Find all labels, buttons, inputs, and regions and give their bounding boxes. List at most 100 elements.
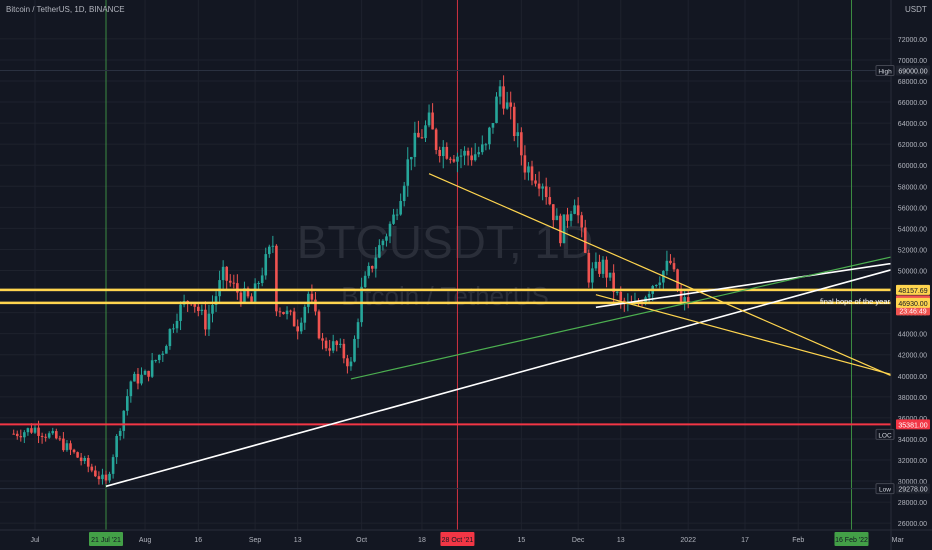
candle-body [520,132,523,156]
candle-body [157,354,161,361]
candle-body [583,227,587,253]
candle-body [225,266,228,281]
price-tick-label: 72000.00 [898,37,927,44]
candle-body [268,246,271,255]
candle-body [23,432,26,438]
time-tick-label: 17 [741,537,749,544]
candle-body [441,146,445,157]
candle-body [168,329,172,347]
candle-body [420,137,424,139]
candle-body [356,322,360,339]
candle-body [523,155,527,173]
candle-body [672,263,676,270]
candle-body [175,320,179,329]
trendline [428,173,916,387]
low-price-tag-bg [896,483,930,494]
candle-body [55,431,58,439]
candle-body [552,204,555,221]
candle-body [530,166,534,181]
candle-body [200,309,204,312]
candle-body [179,304,182,321]
candle-body [669,260,672,264]
date-marker-label: 21 Jul '21 [91,537,121,544]
candle-body [502,86,505,109]
candle-body [346,358,349,367]
price-tick-label: 60000.00 [898,163,927,170]
candle-body [94,470,97,477]
candle-body [133,373,136,382]
candle-body [172,328,175,330]
date-marker-label: 16 Feb '22 [835,537,868,544]
candle-body [541,186,544,189]
date-marker-tag [834,532,869,546]
candle-body [686,297,690,303]
candle-body [154,360,157,362]
candle-body [388,223,392,237]
candle-body [473,154,477,161]
date-marker-tag [89,532,123,546]
candle-body [299,322,303,332]
candle-body [30,428,33,433]
loc-price-tag: 35381.00 [898,422,927,429]
candle-body [378,245,381,258]
candle-body [122,410,126,431]
price-tick-label: 66000.00 [898,100,927,107]
candle-body [278,311,282,313]
candle-body [271,245,275,247]
candle-body [204,309,207,330]
candle-body [548,197,552,205]
candle-body [37,427,40,436]
candle-body [118,430,122,436]
price-tick-label: 68000.00 [898,79,927,86]
candle-body [239,292,243,303]
price-tick-label: 32000.00 [898,458,927,465]
candle-body [108,473,111,481]
candle-body [86,457,90,467]
candle-body [665,260,669,271]
candle-body [232,282,236,284]
candle-body [605,259,608,278]
price-tick-label: 38000.00 [898,395,927,402]
candle-body [459,155,463,157]
price-tick-label: 34000.00 [898,437,927,444]
candle-body [214,296,218,305]
trendline [595,259,916,309]
time-tick-label: Aug [139,537,152,544]
time-tick-label: 16 [194,537,202,544]
time-tick-label: Sep [249,537,262,544]
price-tick-label: 28000.00 [898,500,927,507]
watermark-name: Bitcoin / TetherUS [341,281,549,311]
candle-body [296,326,299,332]
candle-body [236,283,239,293]
candle-body [385,236,388,241]
candle-body [598,261,601,274]
candle-body [193,304,197,307]
countdown-tag-bg [896,305,930,316]
candle-body [555,215,559,221]
low-price-tag: 29278.00 [898,487,927,494]
price-tick-label: 30000.00 [898,479,927,486]
resistance-price-tag-bg [896,284,930,295]
watermark-symbol: BTCUSDT, 1D [297,216,593,268]
candle-body [491,122,495,128]
candle-body [51,431,55,434]
trendline [350,250,916,380]
time-tick-label: 18 [418,537,426,544]
candle-body [392,214,395,224]
price-axis-bg [891,0,932,530]
candle-body [601,259,605,274]
candle-body [111,457,115,474]
candle-body [353,338,356,362]
candle-body [410,156,413,160]
chart-title: Bitcoin / TetherUS, 1D, BINANCE [6,5,125,14]
candle-body [481,144,484,153]
candle-body [221,266,225,281]
price-tick-label: 70000.00 [898,58,927,65]
candle-body [679,290,683,302]
time-axis[interactable]: Jul Aug 16 Sep 13 Oct 18 15 Dec 13 2022 17 Feb Mar 21 … [31,532,905,546]
trendlines [105,173,916,488]
candle-body [654,284,658,287]
candle-body [594,261,598,269]
price-tick-label: 50000.00 [898,269,927,276]
